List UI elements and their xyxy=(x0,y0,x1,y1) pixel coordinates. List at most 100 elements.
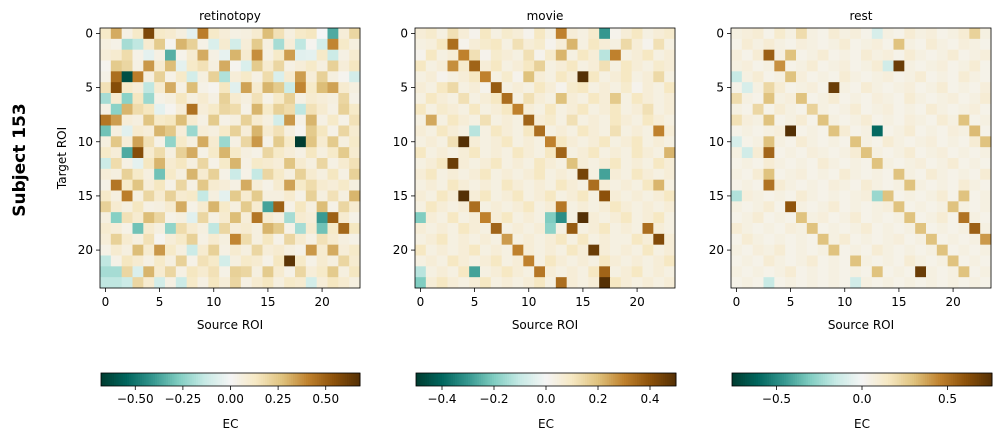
heatmap-cell xyxy=(947,125,959,137)
heatmap-cell xyxy=(121,158,133,170)
heatmap-cell xyxy=(752,49,764,61)
heatmap-cell xyxy=(100,38,112,51)
heatmap-cell xyxy=(534,201,546,213)
heatmap-cell xyxy=(926,82,938,94)
heatmap-cell xyxy=(447,103,459,116)
heatmap-cell xyxy=(121,266,133,278)
colorbar-segment xyxy=(632,373,636,386)
heatmap-cell xyxy=(143,277,155,289)
heatmap-cell xyxy=(741,60,754,72)
colorbar-segment xyxy=(948,373,952,386)
colorbar-segment xyxy=(591,373,595,386)
heatmap-cell xyxy=(512,103,524,116)
colorbar-segment xyxy=(673,373,677,386)
heatmap-cell xyxy=(219,38,231,51)
heatmap-cell xyxy=(295,168,307,181)
heatmap-cell xyxy=(175,212,188,224)
heatmap-cell xyxy=(806,60,819,72)
heatmap-cell xyxy=(523,277,535,289)
heatmap-cell xyxy=(785,71,797,83)
heatmap-cell xyxy=(785,158,797,170)
heatmap-cell xyxy=(731,168,743,181)
heatmap-cell xyxy=(785,82,797,94)
heatmap-cell xyxy=(230,60,242,72)
heatmap-cell xyxy=(415,147,427,159)
colorbar-segment xyxy=(797,373,800,386)
colorbar-segment xyxy=(794,373,798,386)
heatmap-cell xyxy=(871,125,884,137)
heatmap-cell xyxy=(327,212,339,224)
heatmap-cell xyxy=(947,233,959,246)
heatmap-cell xyxy=(610,60,622,72)
heatmap-cell xyxy=(664,255,676,267)
colorbar-segment xyxy=(327,373,331,386)
heatmap-cell xyxy=(154,255,166,267)
heatmap-cell xyxy=(752,147,764,159)
heatmap-cell xyxy=(947,71,959,83)
colorbar-segment xyxy=(898,373,902,386)
heatmap-cell xyxy=(121,244,133,256)
heatmap-cell xyxy=(110,38,123,51)
heatmap-cell xyxy=(828,82,840,94)
heatmap-cell xyxy=(447,158,459,170)
heatmap-cell xyxy=(458,244,470,256)
heatmap-cell xyxy=(861,255,873,267)
heatmap-cell xyxy=(774,255,786,267)
heatmap-cell xyxy=(664,179,676,191)
heatmap-cell xyxy=(534,266,546,278)
heatmap-cell xyxy=(741,223,754,235)
heatmap-cell xyxy=(752,60,764,72)
heatmap-cell xyxy=(251,190,263,202)
heatmap-cell xyxy=(947,136,959,148)
colorbar-segment xyxy=(883,373,887,386)
heatmap-cell xyxy=(523,93,535,105)
heatmap-cell xyxy=(425,93,438,105)
heatmap-cell xyxy=(251,244,263,256)
colorbar-segment xyxy=(295,373,298,386)
heatmap-cell xyxy=(828,93,840,105)
heatmap-cell xyxy=(447,71,459,83)
colorbar-segment xyxy=(515,373,519,386)
heatmap-cell xyxy=(154,93,166,105)
heatmap-cell xyxy=(273,103,285,116)
heatmap-cell xyxy=(620,38,633,51)
heatmap-cell xyxy=(664,60,676,72)
heatmap-cell xyxy=(305,136,318,148)
colorbar-segment xyxy=(976,373,980,386)
heatmap-cell xyxy=(545,255,557,267)
heatmap-cell xyxy=(958,147,970,159)
heatmap-cell xyxy=(861,190,873,202)
heatmap-cell xyxy=(143,114,155,126)
heatmap-cell xyxy=(100,28,112,40)
colorbar-segment xyxy=(569,373,573,386)
colorbar-segment xyxy=(513,373,517,386)
heatmap-cell xyxy=(110,190,123,202)
heatmap-cell xyxy=(577,168,589,181)
heatmap-cell xyxy=(175,49,188,61)
heatmap-cell xyxy=(447,223,459,235)
heatmap-cell xyxy=(262,168,274,181)
colorbar-segment xyxy=(357,373,361,386)
heatmap-cell xyxy=(490,125,503,137)
heatmap-cell xyxy=(534,60,546,72)
colorbar-segment xyxy=(890,373,893,386)
colorbar-segment xyxy=(252,373,255,386)
heatmap-cell xyxy=(436,103,448,116)
heatmap-cell xyxy=(806,168,819,181)
heatmap-cell xyxy=(599,277,611,289)
colorbar-segment xyxy=(907,373,911,386)
heatmap-cell xyxy=(469,60,481,72)
heatmap-cell xyxy=(338,168,350,181)
colorbar-segment xyxy=(334,373,337,386)
heatmap-cell xyxy=(774,244,786,256)
heatmap-cell xyxy=(501,38,513,51)
heatmap-cell xyxy=(839,223,851,235)
heatmap-cell xyxy=(349,49,361,61)
heatmap-cell xyxy=(763,266,775,278)
heatmap-cell xyxy=(577,266,589,278)
heatmap-cell xyxy=(436,201,448,213)
heatmap-cell xyxy=(186,244,198,256)
heatmap-cell xyxy=(850,71,862,83)
heatmap-cell xyxy=(763,255,775,267)
colorbar-segment xyxy=(262,373,266,386)
